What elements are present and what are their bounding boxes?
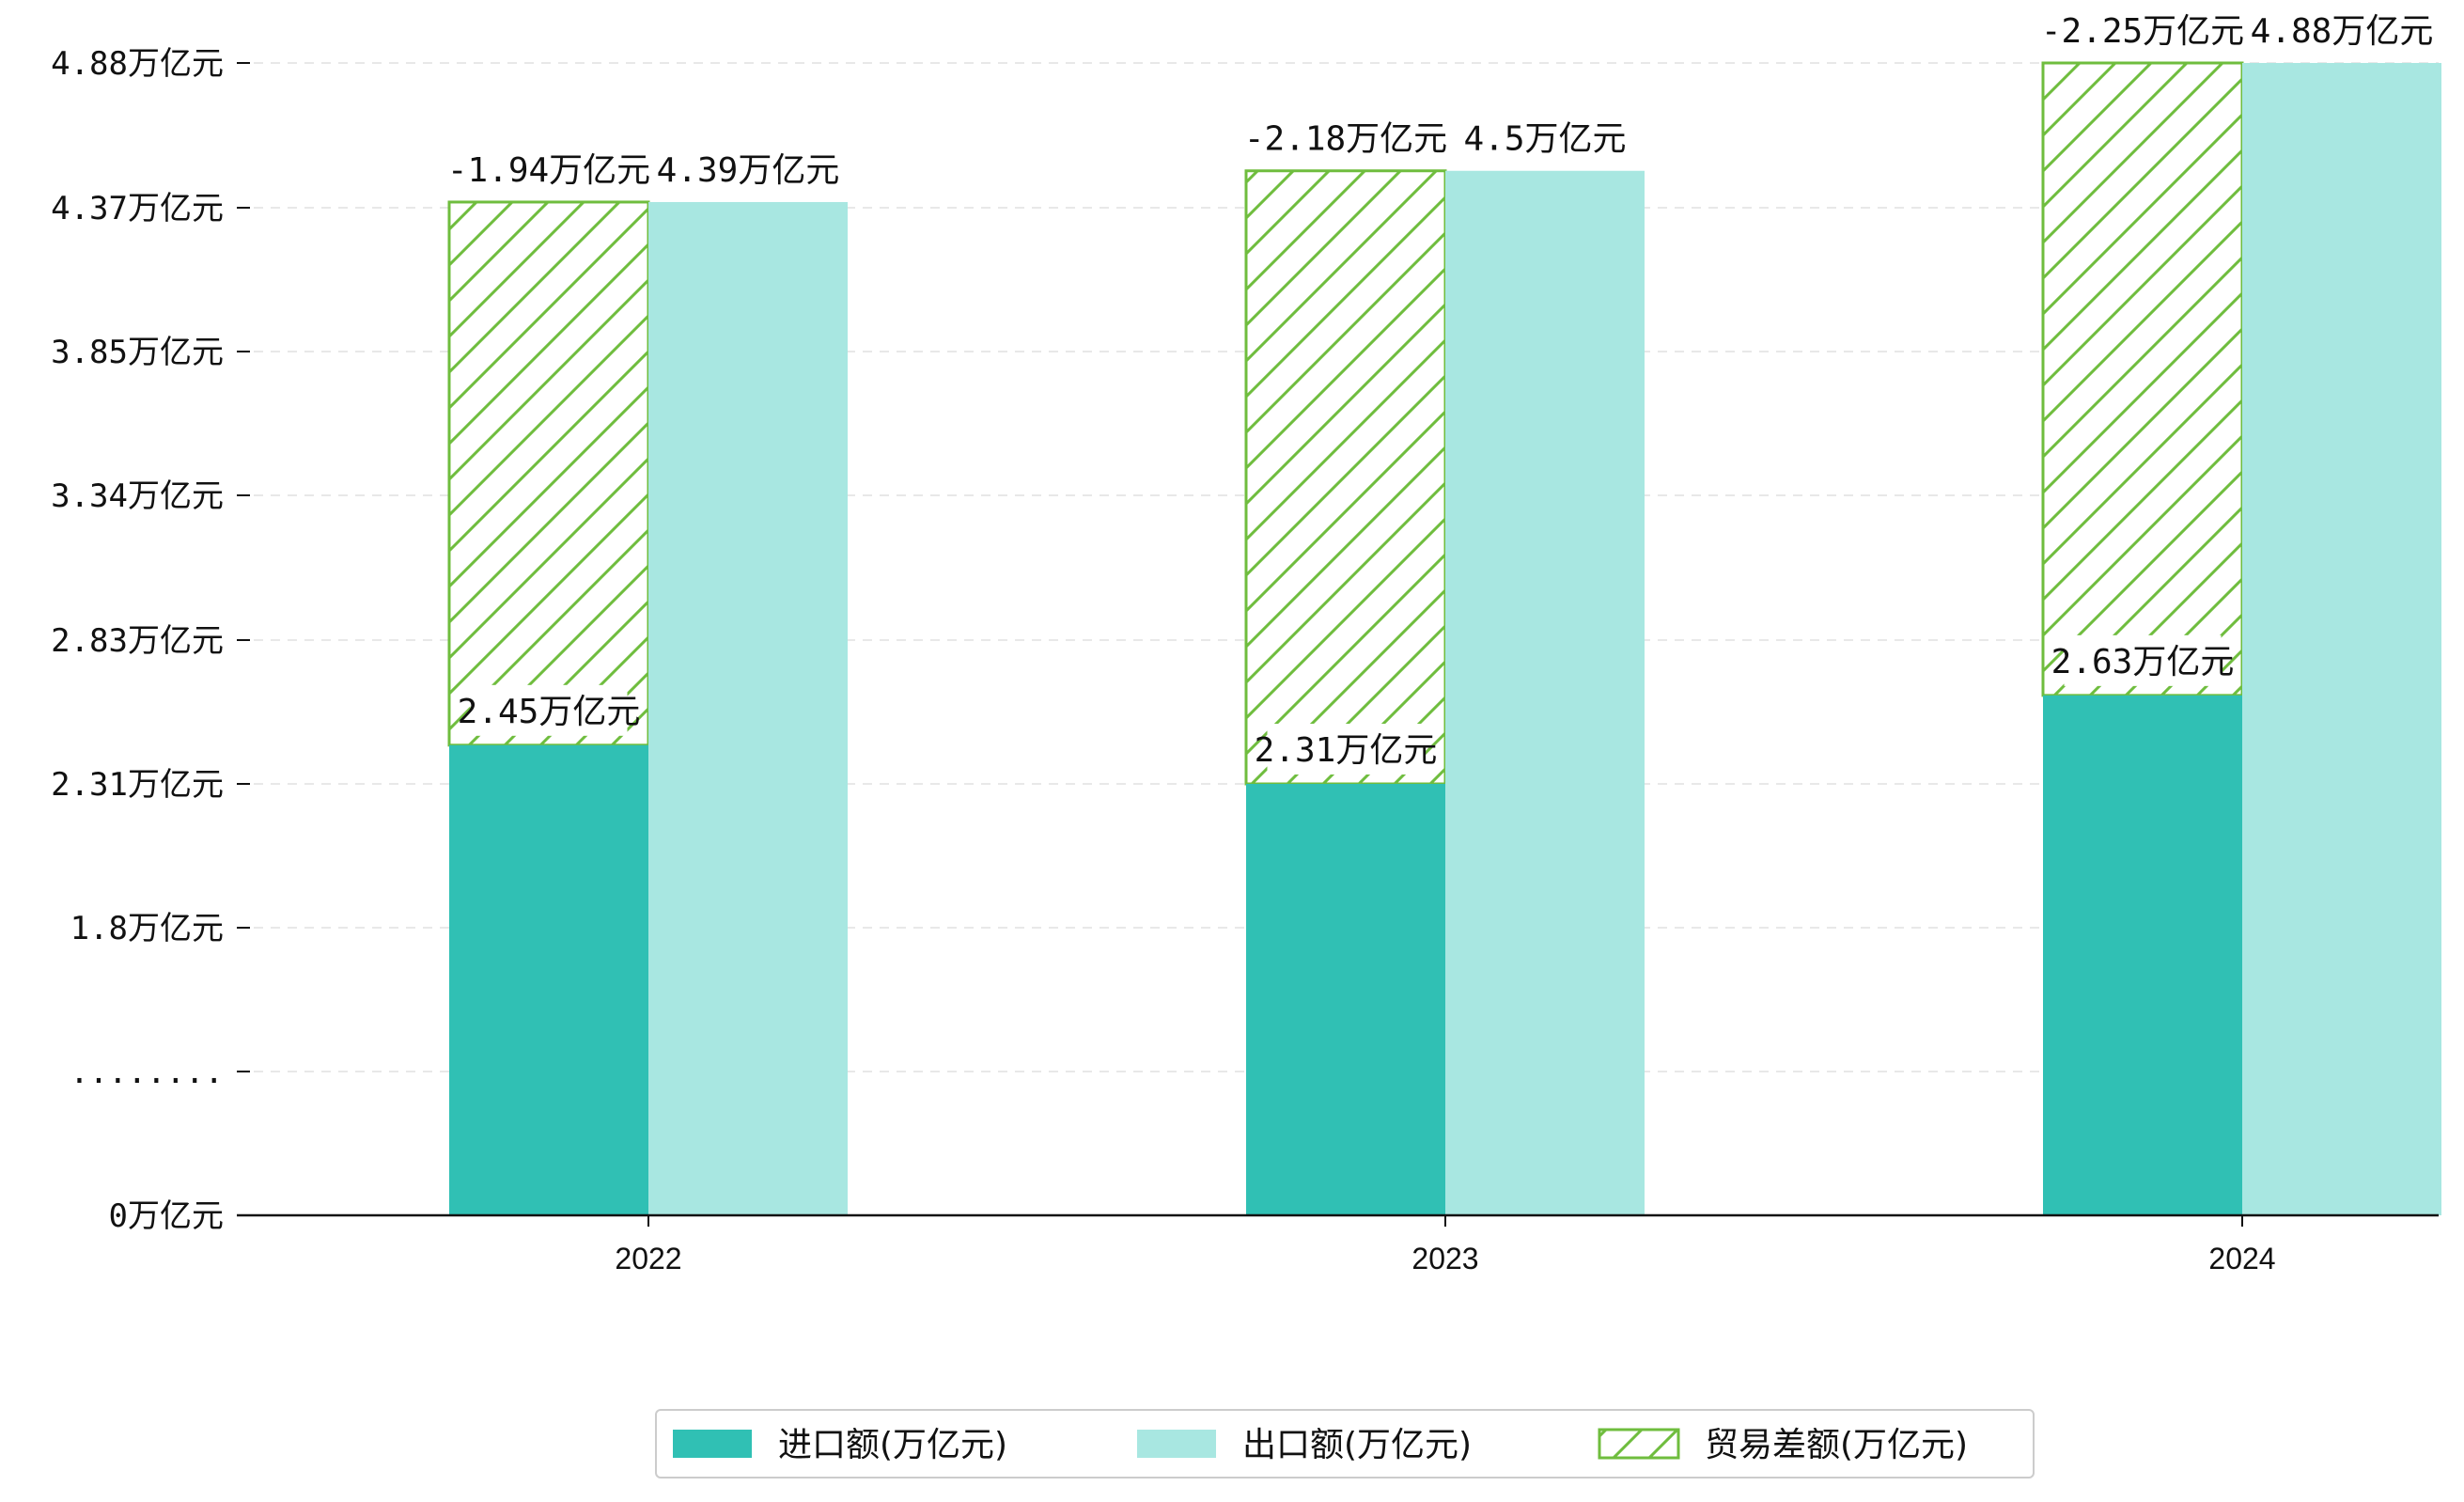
y-tick-label: ........ xyxy=(70,1054,224,1091)
x-tick-label: 2022 xyxy=(615,1242,681,1275)
balance-label-bg xyxy=(1258,112,1433,164)
import-label: 2.63万亿元 xyxy=(2051,643,2235,681)
export-label-bg xyxy=(1475,112,1614,164)
bars xyxy=(447,61,2441,1215)
balance-bar xyxy=(1244,169,1447,786)
y-tick-label: 2.83万亿元 xyxy=(51,622,224,660)
y-tick-label: 3.85万亿元 xyxy=(51,334,224,371)
y-tick-label: 2.31万亿元 xyxy=(51,766,224,804)
y-tick-label: 4.88万亿元 xyxy=(51,45,224,83)
import-label: 2.45万亿元 xyxy=(458,693,641,731)
balance-label: -2.18万亿元 xyxy=(1244,120,1447,159)
legend-swatch xyxy=(1598,1428,1680,1460)
export-label: 4.5万亿元 xyxy=(1463,120,1626,159)
x-tick-label: 2024 xyxy=(2208,1242,2275,1275)
legend-label: 出口额(万亿元) xyxy=(1242,1426,1472,1464)
export-label-bg xyxy=(2263,5,2421,55)
export-label: 4.88万亿元 xyxy=(2251,12,2434,51)
y-tick-label: 3.34万亿元 xyxy=(51,477,224,515)
axes: 0万亿元........ 1.8万亿元 2.31万亿元 2.83万亿元 3.34万亿元 3… xyxy=(51,45,2439,1275)
export-bar xyxy=(1445,170,1645,1215)
balance-bar xyxy=(447,200,650,747)
import-label-bg xyxy=(1267,724,1425,774)
import-bar xyxy=(1246,784,1445,1215)
legend-swatch xyxy=(1137,1430,1216,1458)
export-bar xyxy=(2242,63,2441,1215)
y-tick-label: 4.37万亿元 xyxy=(51,190,224,227)
y-tick-label: 0万亿元 xyxy=(109,1197,224,1235)
balance-bar xyxy=(2041,61,2244,697)
export-label-bg xyxy=(669,143,827,195)
balance-label: -2.25万亿元 xyxy=(2041,12,2244,51)
import-label-bg xyxy=(2064,634,2222,686)
legend-label: 贸易差额(万亿元) xyxy=(1705,1426,1968,1464)
legend-swatch xyxy=(673,1430,752,1458)
balance-label-bg xyxy=(2055,5,2230,55)
y-tick-label: 1.8万亿元 xyxy=(70,910,224,947)
balance-label: -1.94万亿元 xyxy=(447,151,650,190)
import-label-bg xyxy=(470,684,628,736)
import-bar xyxy=(2043,695,2242,1215)
export-bar xyxy=(648,201,848,1215)
data-labels: 4.39万亿元-1.94万亿元 2.45万亿元 4.5万亿元 -2.18万亿元 2.31… xyxy=(447,5,2434,774)
balance-label-bg xyxy=(461,143,636,195)
x-tick-label: 2023 xyxy=(1411,1242,1478,1275)
export-label: 4.39万亿元 xyxy=(657,151,840,190)
legend: 进口额(万亿元) 出口额(万亿元) 贸易差额(万亿元) xyxy=(655,1409,2035,1479)
import-bar xyxy=(449,744,648,1215)
import-label: 2.31万亿元 xyxy=(1255,731,1438,770)
legend-box xyxy=(655,1409,2035,1479)
legend-label: 进口额(万亿元) xyxy=(778,1426,1007,1464)
